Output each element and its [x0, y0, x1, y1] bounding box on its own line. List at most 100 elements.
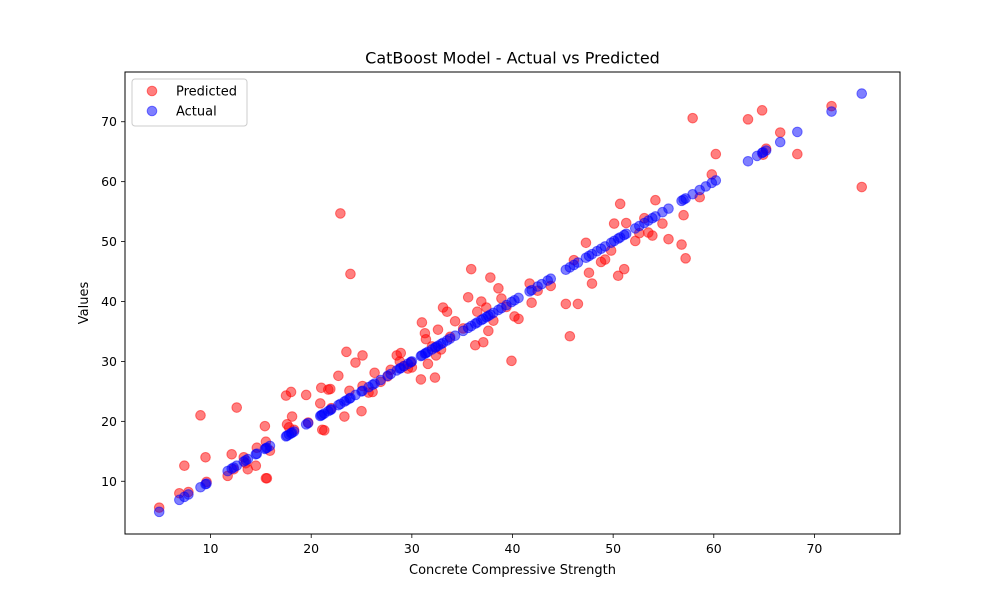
x-axis-ticks: 10 20 30 40 50 60 70 [203, 534, 822, 556]
predicted-point [333, 370, 344, 382]
predicted-point [200, 452, 211, 463]
x-tick-label: 20 [303, 541, 319, 556]
legend-marker-actual [146, 105, 158, 117]
predicted-point [395, 347, 407, 359]
actual-point [201, 478, 212, 489]
predicted-point [369, 367, 380, 379]
predicted-point [676, 239, 687, 250]
actual-point [153, 506, 165, 518]
predicted-point [583, 267, 595, 279]
y-tick-label: 20 [101, 414, 117, 429]
actual-point [760, 145, 772, 156]
predicted-point [449, 315, 461, 327]
points-layer [153, 88, 868, 518]
y-tick-label: 30 [101, 354, 117, 369]
actual-point [742, 155, 754, 167]
predicted-point [620, 217, 632, 229]
predicted-point [420, 333, 432, 345]
y-tick-label: 70 [101, 114, 117, 129]
actual-point [572, 257, 584, 268]
actual-point [302, 417, 314, 429]
x-tick-label: 60 [706, 541, 722, 556]
predicted-point [356, 405, 367, 417]
x-tick-label: 40 [505, 541, 521, 556]
predicted-point [415, 374, 427, 385]
predicted-point [560, 298, 572, 310]
predicted-point [318, 425, 330, 436]
predicted-point [742, 114, 754, 125]
series-actual [153, 88, 868, 518]
predicted-point [357, 350, 368, 361]
predicted-point [300, 389, 312, 401]
x-axis-label: Concrete Compressive Strength [409, 563, 616, 578]
predicted-point [618, 263, 630, 275]
predicted-point [441, 306, 453, 317]
actual-point [242, 453, 254, 465]
predicted-point [657, 218, 668, 229]
y-tick-label: 40 [101, 294, 117, 309]
predicted-point [564, 330, 576, 342]
actual-point [545, 273, 557, 285]
chart-title: CatBoost Model - Actual vs Predicted [365, 49, 660, 68]
predicted-point [285, 386, 297, 398]
predicted-point [483, 325, 494, 337]
predicted-point [422, 358, 434, 370]
x-tick-label: 50 [605, 541, 621, 556]
predicted-point [416, 317, 428, 328]
y-tick-label: 60 [101, 174, 117, 189]
legend-marker-predicted [146, 85, 158, 97]
predicted-point [471, 306, 483, 317]
actual-point [449, 330, 461, 341]
predicted-point [325, 383, 336, 395]
predicted-point [195, 410, 206, 421]
predicted-point [678, 209, 689, 221]
predicted-point [572, 298, 584, 310]
predicted-point [774, 127, 786, 138]
predicted-point [478, 336, 489, 348]
predicted-point [586, 278, 598, 289]
actual-point [183, 489, 194, 500]
predicted-point [612, 270, 624, 282]
legend-box [131, 78, 248, 127]
predicted-point [792, 148, 803, 160]
predicted-point [231, 402, 243, 413]
predicted-point [314, 398, 326, 409]
predicted-point [485, 272, 496, 283]
predicted-point [226, 449, 237, 460]
predicted-point [493, 283, 504, 294]
predicted-point [335, 208, 346, 219]
actual-point [774, 136, 786, 148]
predicted-point [614, 198, 626, 210]
predicted-point [756, 105, 768, 116]
y-axis-ticks: 10 20 30 40 50 60 70 [101, 114, 125, 489]
actual-point [792, 126, 803, 138]
predicted-point [432, 324, 444, 335]
predicted-point [261, 472, 273, 484]
predicted-point [710, 148, 722, 160]
actual-point [826, 106, 837, 117]
predicted-point [350, 357, 361, 368]
actual-point [406, 356, 418, 367]
predicted-point [462, 292, 474, 303]
predicted-point [663, 233, 674, 245]
actual-point [513, 292, 524, 304]
legend-label-predicted: Predicted [176, 85, 237, 100]
actual-point [264, 440, 276, 452]
actual-point [710, 175, 722, 186]
predicted-point [506, 355, 517, 367]
predicted-point [341, 346, 352, 358]
predicted-point [526, 297, 537, 309]
predicted-point [429, 372, 441, 383]
predicted-point [339, 411, 350, 422]
legend-label-actual: Actual [176, 105, 217, 120]
y-axis-label: Values [77, 282, 92, 325]
actual-point [620, 228, 632, 240]
actual-point [856, 88, 868, 99]
predicted-point [856, 181, 868, 193]
legend: Predicted Actual [131, 78, 248, 127]
predicted-point [179, 460, 190, 471]
predicted-point [599, 254, 611, 265]
actual-point [251, 448, 263, 460]
x-tick-label: 30 [404, 541, 420, 556]
